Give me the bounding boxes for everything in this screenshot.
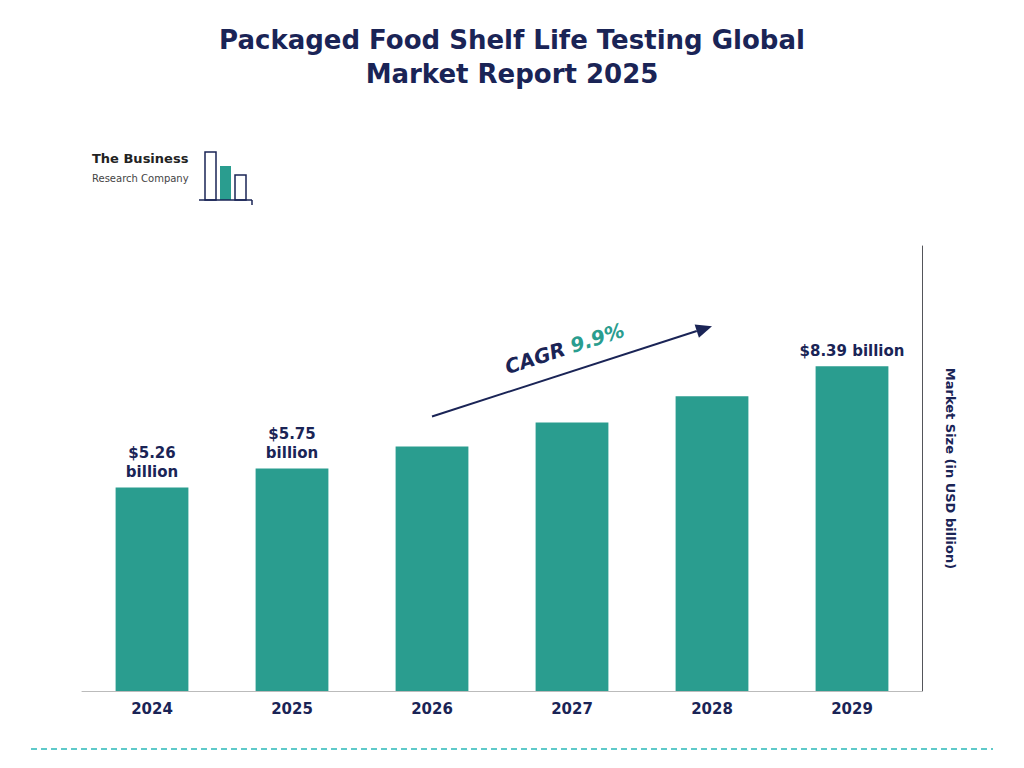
svg-text:$8.39 billion: $8.39 billion: [800, 342, 905, 360]
svg-text:2029: 2029: [831, 700, 873, 718]
svg-text:billion: billion: [126, 463, 178, 481]
svg-text:$5.75: $5.75: [268, 425, 315, 443]
svg-text:Market Size (in USD billion): Market Size (in USD billion): [943, 368, 958, 569]
svg-text:2027: 2027: [551, 700, 593, 718]
svg-text:The Business: The Business: [92, 151, 189, 166]
svg-text:$5.26: $5.26: [128, 444, 175, 462]
svg-text:2026: 2026: [411, 700, 453, 718]
svg-text:Packaged Food Shelf Life Testi: Packaged Food Shelf Life Testing Global: [219, 25, 805, 55]
svg-text:billion: billion: [266, 444, 318, 462]
svg-text:2024: 2024: [131, 700, 173, 718]
svg-text:Market Report 2025: Market Report 2025: [366, 59, 659, 89]
svg-text:Research Company: Research Company: [92, 173, 189, 184]
svg-text:CAGR: CAGR: [502, 337, 568, 379]
svg-text:2028: 2028: [691, 700, 733, 718]
svg-text:2025: 2025: [271, 700, 313, 718]
svg-text:9.9%: 9.9%: [567, 318, 627, 358]
